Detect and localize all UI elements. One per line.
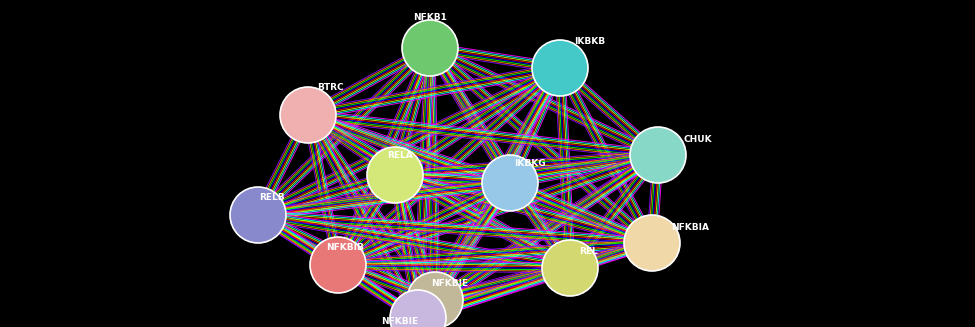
Text: RELA: RELA [387,150,412,160]
Text: RELB: RELB [259,194,285,202]
Text: BTRC: BTRC [317,83,343,93]
Text: NFKB1: NFKB1 [413,13,447,23]
Circle shape [280,87,336,143]
Circle shape [390,290,446,327]
Circle shape [630,127,686,183]
Circle shape [402,20,458,76]
Circle shape [482,155,538,211]
Text: NFKBIE: NFKBIE [381,318,418,326]
Text: REL: REL [578,248,598,256]
Circle shape [310,237,366,293]
Text: NFKBIA: NFKBIA [671,223,709,232]
Text: IKBKB: IKBKB [574,38,605,46]
Text: NFKBIB: NFKBIB [326,244,364,252]
Text: IKBKG: IKBKG [514,159,546,167]
Text: NFKBIE: NFKBIE [431,280,469,288]
Circle shape [367,147,423,203]
Circle shape [230,187,286,243]
Circle shape [624,215,680,271]
Circle shape [532,40,588,96]
Circle shape [407,272,463,327]
Circle shape [542,240,598,296]
Text: CHUK: CHUK [683,135,713,145]
